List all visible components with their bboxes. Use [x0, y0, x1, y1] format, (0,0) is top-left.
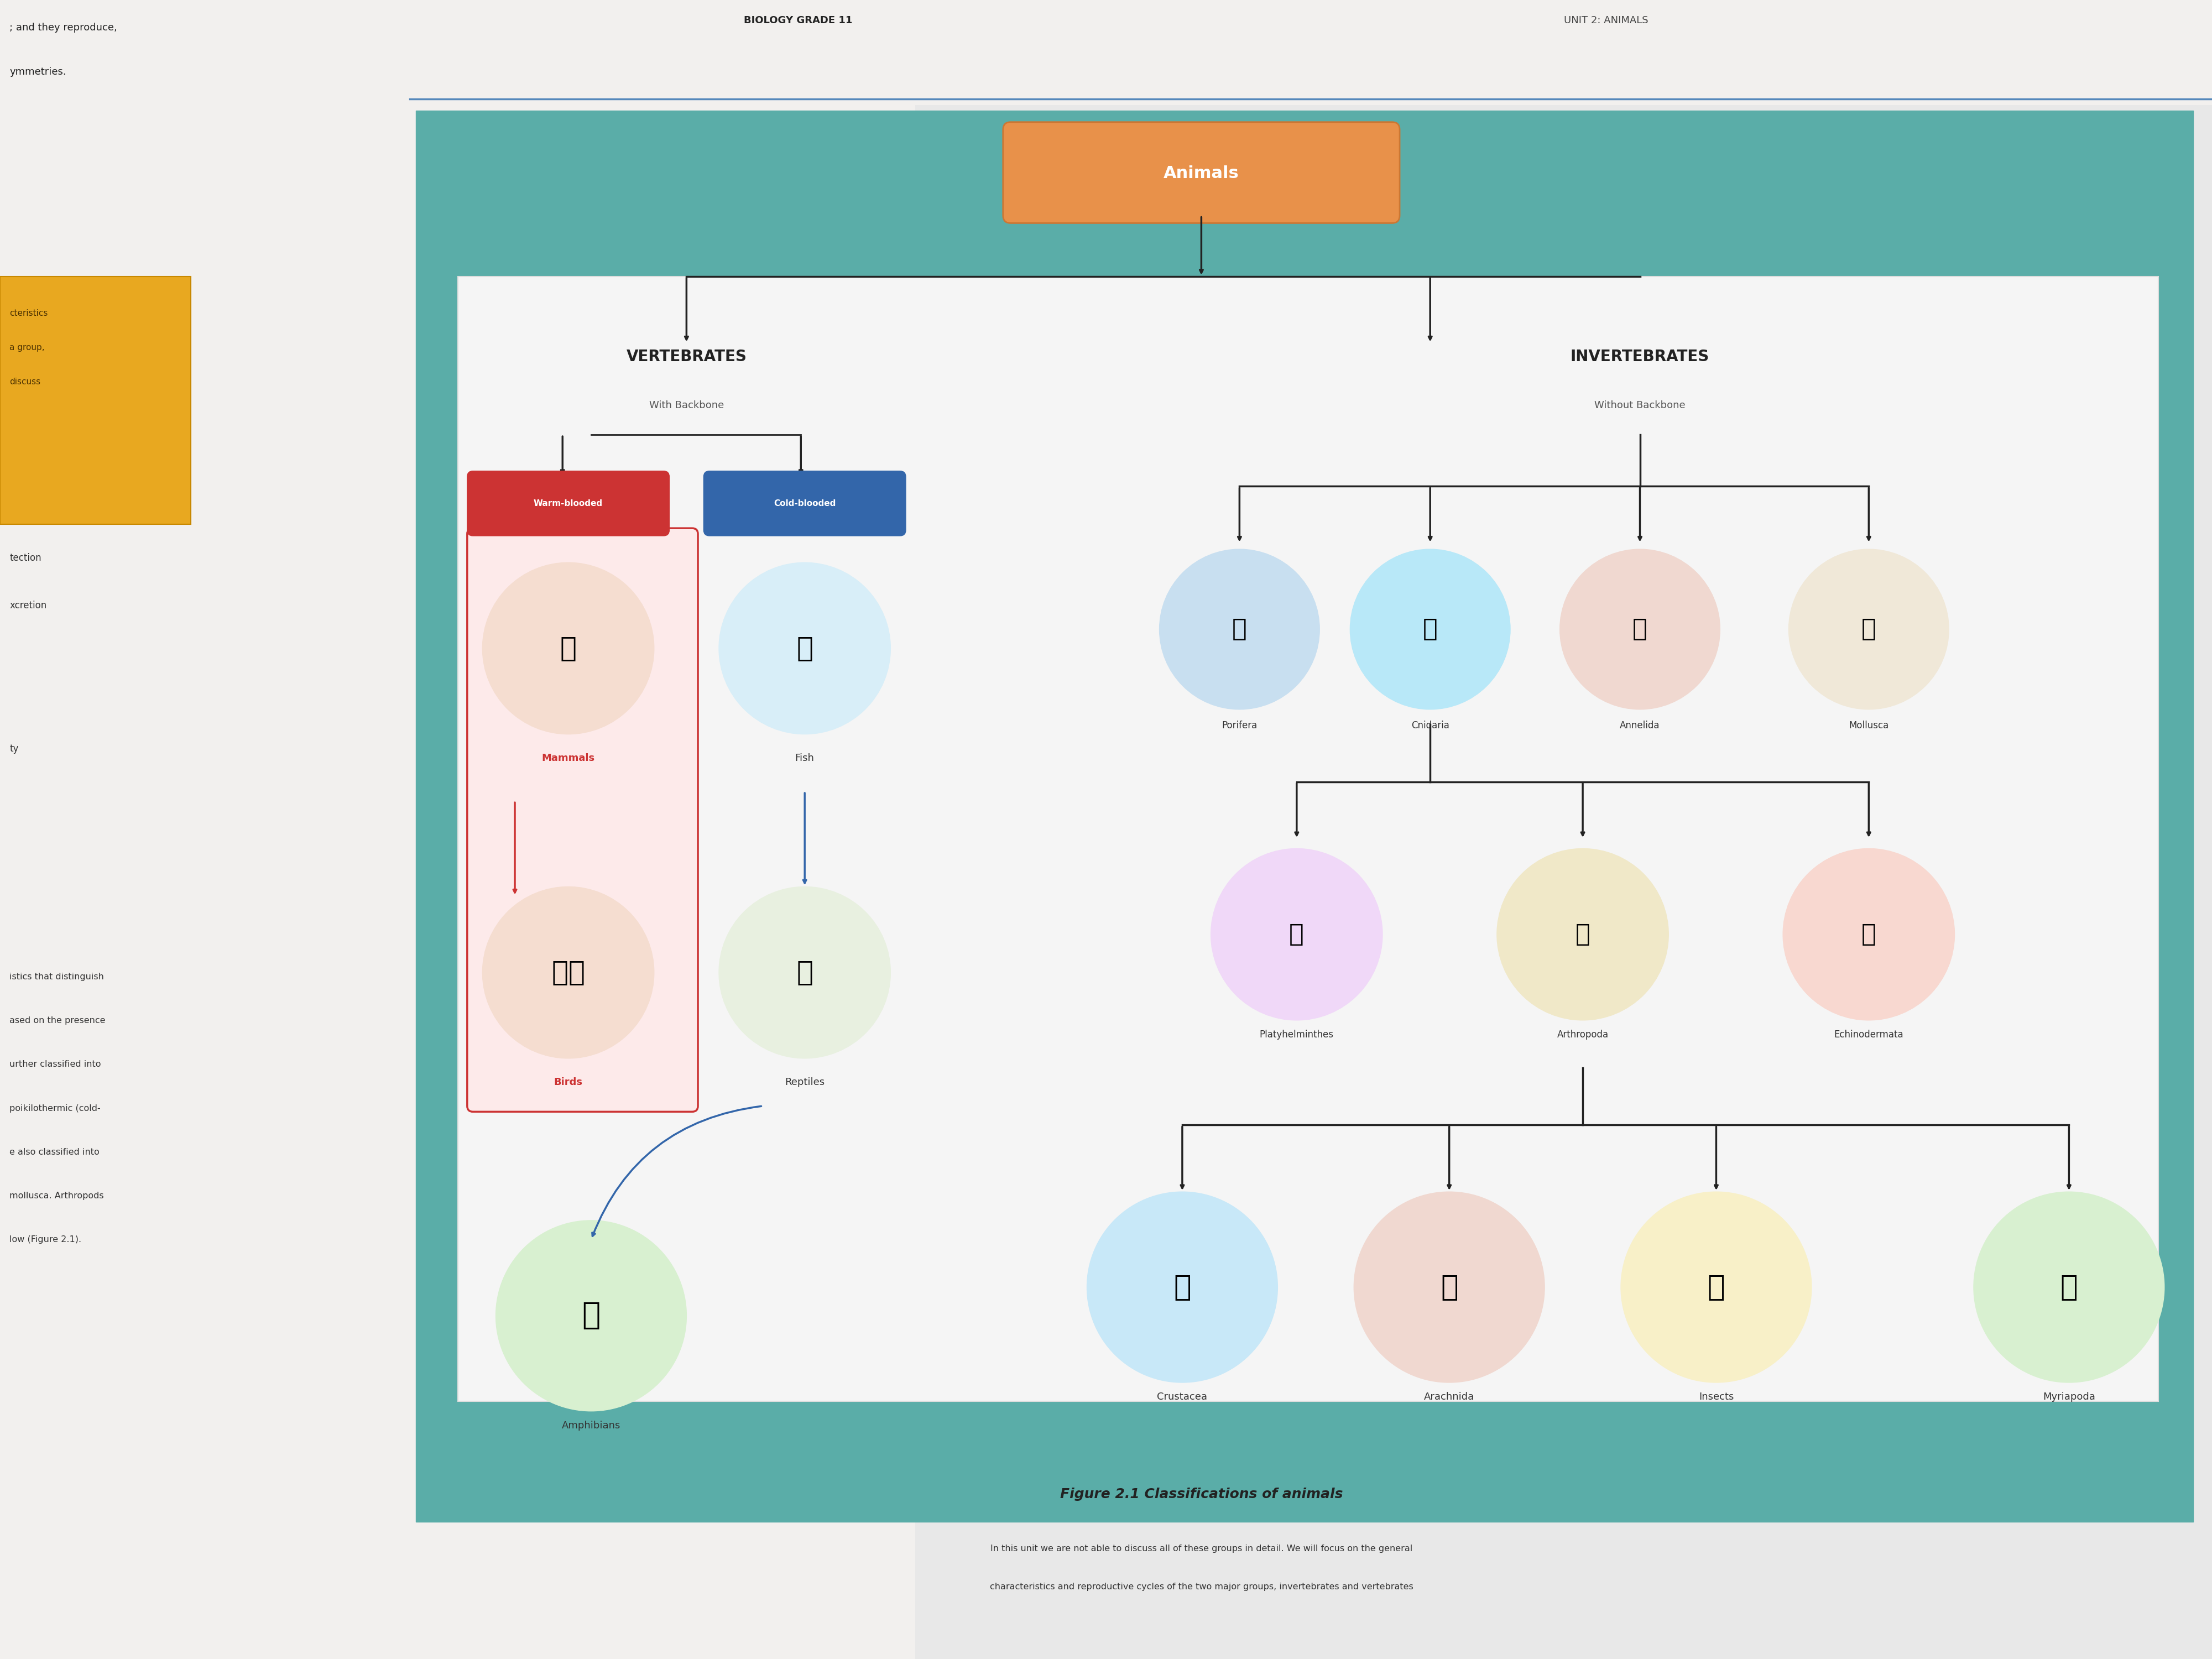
Text: 〰️: 〰️	[1290, 922, 1305, 946]
Text: istics that distinguish: istics that distinguish	[9, 972, 104, 980]
Text: ased on the presence: ased on the presence	[9, 1017, 106, 1025]
Text: Echinodermata: Echinodermata	[1834, 1030, 1905, 1040]
Text: ty: ty	[9, 743, 18, 753]
Text: 🐍: 🐍	[796, 959, 814, 985]
Text: VERTEBRATES: VERTEBRATES	[626, 348, 748, 365]
Text: 🐛: 🐛	[2059, 1272, 2077, 1302]
Circle shape	[1783, 848, 1955, 1020]
Text: poikilothermic (cold-: poikilothermic (cold-	[9, 1105, 100, 1113]
Text: Cnidaria: Cnidaria	[1411, 720, 1449, 730]
Bar	[458, 277, 2159, 1402]
Text: Arachnida: Arachnida	[1425, 1392, 1475, 1402]
FancyBboxPatch shape	[467, 528, 699, 1112]
Text: Myriapoda: Myriapoda	[2042, 1392, 2095, 1402]
Text: Animals: Animals	[1164, 166, 1239, 181]
Text: 🐟: 🐟	[796, 635, 814, 662]
Circle shape	[1210, 848, 1383, 1020]
Circle shape	[1498, 848, 1668, 1020]
Circle shape	[1790, 549, 1949, 710]
Circle shape	[719, 886, 891, 1058]
Bar	[409, 0, 2212, 105]
Text: 🦐: 🦐	[1175, 1272, 1190, 1302]
Text: BIOLOGY GRADE 11: BIOLOGY GRADE 11	[743, 15, 852, 25]
Text: 🦑: 🦑	[1860, 617, 1876, 640]
Text: Amphibians: Amphibians	[562, 1420, 622, 1430]
Text: ⭐: ⭐	[1860, 922, 1876, 946]
Text: 💧: 💧	[1232, 617, 1248, 640]
Text: Platyhelminthes: Platyhelminthes	[1259, 1030, 1334, 1040]
FancyBboxPatch shape	[467, 471, 670, 536]
Text: Arthropoda: Arthropoda	[1557, 1030, 1608, 1040]
Text: Fish: Fish	[794, 753, 814, 763]
Text: 🐝: 🐝	[1708, 1272, 1725, 1302]
Text: low (Figure 2.1).: low (Figure 2.1).	[9, 1236, 82, 1244]
Circle shape	[482, 562, 655, 735]
Text: Porifera: Porifera	[1221, 720, 1256, 730]
Circle shape	[1354, 1191, 1544, 1382]
Circle shape	[1559, 549, 1721, 710]
Text: INVERTEBRATES: INVERTEBRATES	[1571, 348, 1710, 365]
Text: 🕷: 🕷	[1440, 1272, 1458, 1302]
Text: mollusca. Arthropods: mollusca. Arthropods	[9, 1191, 104, 1199]
Text: e also classified into: e also classified into	[9, 1148, 100, 1156]
Text: 🪼: 🪼	[1422, 617, 1438, 640]
Circle shape	[719, 562, 891, 735]
Text: Mammals: Mammals	[542, 753, 595, 763]
Text: Cold-blooded: Cold-blooded	[774, 499, 836, 508]
Text: Reptiles: Reptiles	[785, 1077, 825, 1087]
Text: Annelida: Annelida	[1619, 720, 1659, 730]
Text: UNIT 2: ANIMALS: UNIT 2: ANIMALS	[1564, 15, 1648, 25]
Text: a group,: a group,	[9, 343, 44, 352]
FancyBboxPatch shape	[703, 471, 905, 536]
Bar	[0, 0, 916, 1659]
Circle shape	[1086, 1191, 1279, 1382]
Text: Birds: Birds	[553, 1077, 582, 1087]
Text: 🐦‍🔥: 🐦‍🔥	[551, 959, 584, 985]
Text: Insects: Insects	[1699, 1392, 1734, 1402]
Text: 🪱: 🪱	[1632, 617, 1648, 640]
Text: 🐸: 🐸	[582, 1301, 599, 1331]
Text: ; and they reproduce,: ; and they reproduce,	[9, 23, 117, 33]
Text: Mollusca: Mollusca	[1849, 720, 1889, 730]
Circle shape	[1159, 549, 1321, 710]
Text: Crustacea: Crustacea	[1157, 1392, 1208, 1402]
Text: Warm-blooded: Warm-blooded	[533, 499, 604, 508]
Text: tection: tection	[9, 552, 42, 562]
Text: Without Backbone: Without Backbone	[1595, 400, 1686, 410]
Text: In this unit we are not able to discuss all of these groups in detail. We will f: In this unit we are not able to discuss …	[991, 1545, 1413, 1553]
Circle shape	[1621, 1191, 1812, 1382]
Text: discuss: discuss	[9, 378, 40, 387]
Text: 🐈: 🐈	[560, 635, 577, 662]
Text: characteristics and reproductive cycles of the two major groups, invertebrates a: characteristics and reproductive cycles …	[989, 1583, 1413, 1591]
Text: cteristics: cteristics	[9, 309, 49, 317]
Circle shape	[1973, 1191, 2163, 1382]
Circle shape	[482, 886, 655, 1058]
Text: With Backbone: With Backbone	[648, 400, 723, 410]
Text: ymmetries.: ymmetries.	[9, 66, 66, 76]
Text: urther classified into: urther classified into	[9, 1060, 102, 1068]
Text: Figure 2.1 Classifications of animals: Figure 2.1 Classifications of animals	[1060, 1488, 1343, 1501]
Bar	[0, 277, 190, 524]
Circle shape	[495, 1221, 686, 1412]
Text: xcretion: xcretion	[9, 601, 46, 611]
Circle shape	[1349, 549, 1511, 710]
Text: 🦞: 🦞	[1575, 922, 1590, 946]
FancyBboxPatch shape	[1002, 123, 1400, 222]
Bar	[416, 111, 2192, 1521]
